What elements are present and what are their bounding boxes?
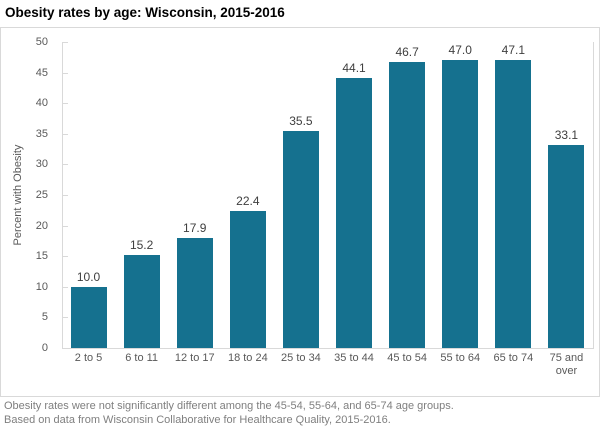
plot-right-border bbox=[593, 42, 594, 349]
y-tick-label: 30 bbox=[35, 158, 48, 171]
y-axis-tick bbox=[63, 42, 68, 43]
bar bbox=[70, 286, 107, 348]
bar-value-label: 35.5 bbox=[289, 113, 313, 128]
y-tick-label: 0 bbox=[41, 342, 48, 354]
bar-value-label: 46.7 bbox=[395, 45, 419, 60]
bar-value-label: 47.0 bbox=[448, 43, 472, 58]
bar-value-label: 33.1 bbox=[554, 128, 579, 143]
y-axis-tick bbox=[63, 133, 68, 135]
bar-value-label: 44.1 bbox=[342, 61, 366, 76]
y-axis-tick bbox=[63, 103, 68, 105]
y-axis-title: Percent with Obesity bbox=[12, 144, 24, 246]
bar bbox=[389, 62, 426, 348]
footnote-significance: Obesity rates were not significantly dif… bbox=[4, 400, 454, 412]
x-category-label: 55 to 64 bbox=[440, 352, 481, 364]
bar bbox=[548, 145, 585, 348]
y-tick-label: 10 bbox=[35, 280, 48, 293]
x-category-label: 6 to 11 bbox=[125, 352, 159, 364]
y-axis-tick bbox=[63, 286, 68, 288]
bar-value-label: 47.1 bbox=[501, 42, 526, 57]
y-axis-tick bbox=[63, 256, 68, 258]
chart-title: Obesity rates by age: Wisconsin, 2015-20… bbox=[5, 5, 285, 20]
x-category-label: 45 to 54 bbox=[387, 352, 428, 364]
bar-value-label: 22.4 bbox=[236, 193, 260, 208]
y-axis-tick bbox=[63, 72, 68, 74]
bar-value-label: 17.9 bbox=[183, 221, 207, 236]
x-category-label: 12 to 17 bbox=[174, 352, 215, 364]
y-tick-label: 40 bbox=[35, 97, 48, 110]
chart-plot-box: 0 5 10 15 20 25 30 35 40 45 50 Percent with Obesity… bbox=[0, 27, 600, 397]
bar bbox=[495, 59, 532, 348]
x-axis-line bbox=[62, 348, 594, 349]
y-axis-line bbox=[62, 42, 63, 349]
bar bbox=[229, 210, 266, 348]
bar-value-label: 10.0 bbox=[76, 269, 101, 284]
y-axis-tick bbox=[63, 195, 68, 196]
chart-footnotes: Obesity rates were not significantly dif… bbox=[4, 399, 454, 427]
bar bbox=[442, 60, 479, 348]
bar bbox=[123, 254, 160, 348]
x-category-label: 2 to 5 bbox=[74, 352, 103, 364]
y-axis-tick bbox=[63, 317, 68, 319]
footnote-source: Based on data from Wisconsin Collaborati… bbox=[4, 414, 391, 426]
y-axis-tick bbox=[63, 164, 68, 166]
y-tick-label: 20 bbox=[35, 219, 48, 232]
bar bbox=[176, 238, 213, 348]
y-axis-tick bbox=[63, 225, 68, 227]
y-tick-label: 5 bbox=[41, 311, 48, 324]
y-axis-tick bbox=[63, 348, 68, 349]
y-tick-label: 35 bbox=[35, 127, 48, 140]
x-category-label: 75 and over bbox=[549, 352, 584, 377]
y-tick-label: 50 bbox=[35, 36, 48, 48]
x-category-label: 25 to 34 bbox=[281, 352, 321, 364]
x-category-label: 18 to 24 bbox=[227, 352, 268, 364]
bar-value-label: 15.2 bbox=[129, 237, 154, 252]
y-tick-label: 25 bbox=[35, 189, 48, 201]
bar bbox=[336, 78, 373, 348]
bar bbox=[282, 130, 319, 348]
x-category-label: 65 to 74 bbox=[493, 352, 534, 364]
y-tick-label: 45 bbox=[35, 66, 48, 79]
y-tick-label: 15 bbox=[35, 250, 48, 263]
x-category-label: 35 to 44 bbox=[334, 352, 374, 364]
